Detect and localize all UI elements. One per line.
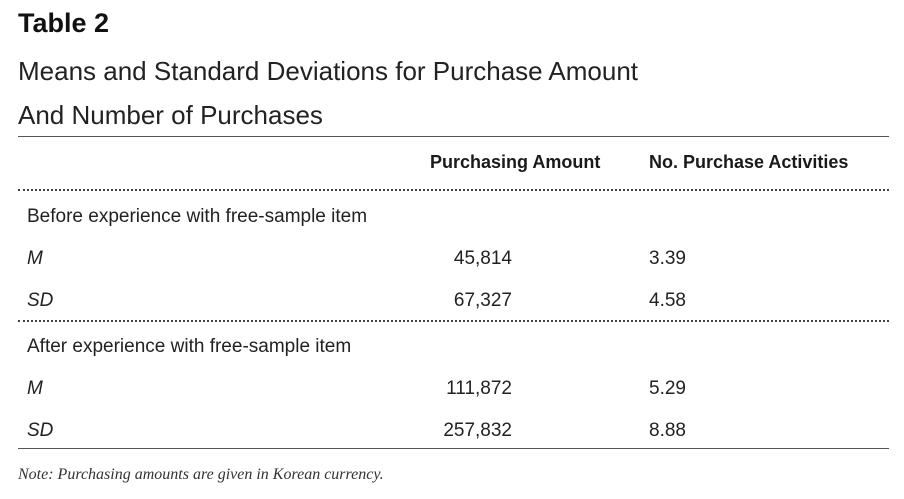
row-activities-value: 5.29 [649,378,686,399]
row-stat-label: M [27,248,43,269]
column-header-purchase-activities: No. Purchase Activities [649,152,849,172]
row-stat-label: SD [27,420,54,441]
row-stat-label: SD [27,290,54,311]
group-label-after: After experience with free-sample item [27,336,352,357]
row-activities-value: 3.39 [649,248,686,269]
top-rule [18,136,889,137]
column-header-purchasing-amount: Purchasing Amount [430,152,601,172]
header-dotted-rule [18,189,889,191]
table-subtitle-line2: And Number of Purchases [18,100,323,130]
group-label-before: Before experience with free-sample item [27,206,368,227]
row-amount-value: 45,814 [453,248,512,269]
row-amount-value: 111,872 [446,378,512,399]
section-dotted-rule [18,320,889,322]
table-subtitle-line1: Means and Standard Deviations for Purcha… [18,56,639,86]
row-amount-value: 257,832 [443,420,512,441]
table-title: Table 2 [18,8,110,38]
row-activities-value: 8.88 [649,420,686,441]
row-activities-value: 4.58 [649,290,686,311]
table-note: Note: Purchasing amounts are given in Ko… [18,466,384,483]
row-amount-value: 67,327 [453,290,512,311]
bottom-rule [18,448,889,449]
row-stat-label: M [27,378,43,399]
